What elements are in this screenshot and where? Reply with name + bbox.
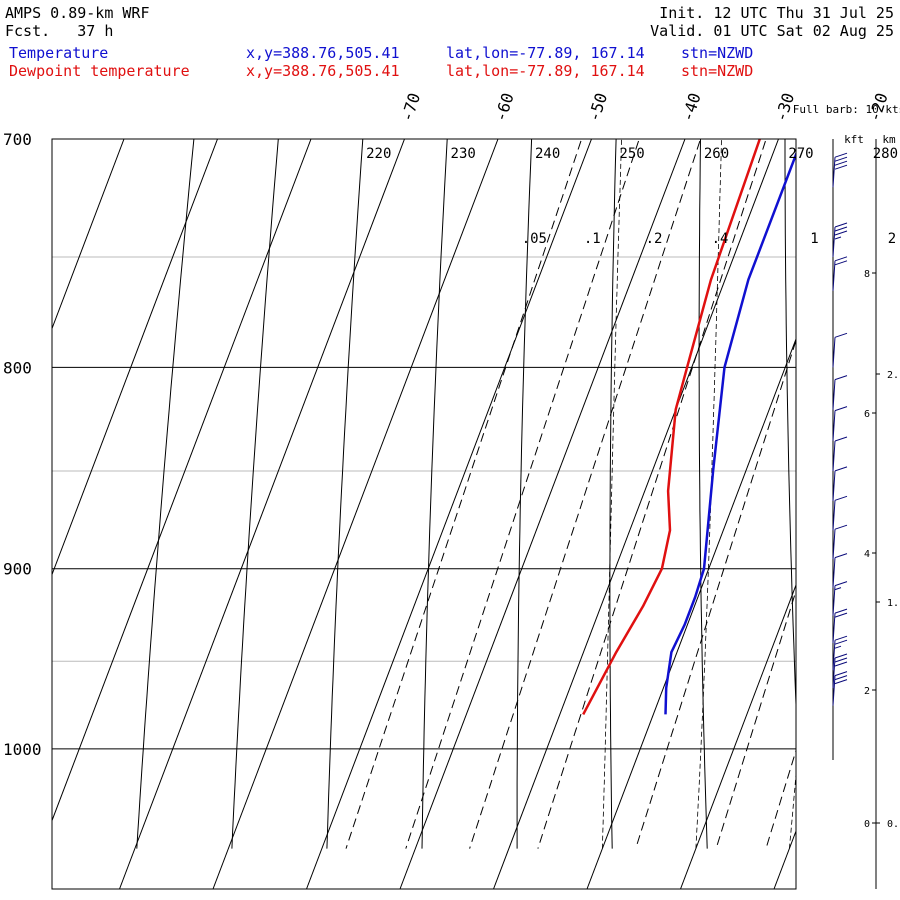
legend-temperature-stn: stn=NZWD — [681, 44, 754, 62]
wind-barb — [832, 222, 848, 258]
mixing-ratio-label: .05 — [522, 231, 547, 247]
kft-tick-label: 4 — [864, 549, 870, 560]
wind-barb — [832, 608, 848, 644]
wind-barb — [832, 256, 848, 291]
plot-frame — [51, 138, 797, 890]
wind-barb — [832, 152, 848, 188]
mixing-ratio-line — [856, 114, 900, 848]
wind-barb — [832, 653, 848, 689]
isotherm — [773, 829, 796, 889]
legend-dewpoint-latlon: lat,lon=-77.89, 167.14 — [446, 62, 645, 80]
isotherm — [52, 139, 218, 576]
km-tick-label: 0. — [887, 819, 899, 830]
km-axis-label: km — [882, 133, 896, 146]
init-time: Init. 12 UTC Thu 31 Jul 25 — [659, 4, 894, 22]
isotherm — [680, 583, 796, 889]
dry-adiabat — [698, 139, 708, 849]
chart-title: AMPS 0.89-km WRF — [5, 4, 150, 22]
wind-barb — [832, 553, 848, 588]
dry-adiabat-label: 260 — [704, 146, 729, 162]
pressure-tick-label: 1000 — [3, 740, 42, 759]
mixing-ratio-line — [405, 139, 640, 849]
dry-adiabat-label: 240 — [535, 146, 560, 162]
mixing-ratio-label: .4 — [712, 231, 729, 247]
isotherm — [212, 139, 499, 889]
dewpoint-trace — [582, 139, 761, 715]
mixing-ratio-line — [345, 139, 583, 849]
isotherm — [493, 139, 779, 889]
pressure-tick-label: 800 — [3, 358, 32, 377]
dry-adiabat-label: 270 — [788, 146, 813, 162]
dry-adiabat — [421, 139, 448, 849]
dry-adiabat-label: 250 — [619, 146, 644, 162]
dry-adiabat — [784, 139, 796, 717]
forecast-hour: Fcst. 37 h — [5, 22, 113, 40]
isotherm — [586, 337, 796, 889]
isotherm — [52, 139, 312, 822]
legend-dewpoint-stn: stn=NZWD — [681, 62, 754, 80]
isotherm-label: -70 — [397, 91, 424, 124]
legend-dewpoint-name: Dewpoint temperature — [9, 62, 190, 80]
moist-adiabat — [602, 139, 623, 849]
isotherm — [399, 139, 686, 889]
wind-barb — [832, 406, 848, 441]
wind-barb — [832, 436, 848, 472]
isotherm — [306, 139, 592, 889]
dry-adiabat — [231, 139, 279, 849]
legend-temperature-latlon: lat,lon=-77.89, 167.14 — [446, 44, 645, 62]
mixing-ratio-label: .1 — [584, 231, 601, 247]
wind-barb — [832, 524, 848, 560]
wind-barb — [832, 671, 848, 706]
mixing-ratio-line — [537, 139, 767, 849]
mixing-ratio-line — [469, 139, 702, 849]
isotherm-label: -60 — [491, 91, 518, 124]
legend-dewpoint-xy: x,y=388.76,505.41 — [246, 62, 400, 80]
pressure-tick-label: 900 — [3, 560, 32, 579]
wind-barb — [832, 635, 848, 671]
wind-barb — [832, 375, 848, 410]
kft-tick-label: 8 — [864, 269, 870, 280]
wind-barb — [832, 495, 848, 531]
km-tick-label: 1. — [887, 598, 899, 609]
isotherm — [119, 139, 405, 889]
isotherm-label: -40 — [678, 91, 705, 124]
dry-adiabat-label: 280 — [873, 146, 898, 162]
forecast-label: Fcst. — [5, 22, 51, 40]
wind-panel-title: Full barb: 10 kts — [793, 103, 900, 116]
temperature-trace — [664, 151, 796, 715]
mixing-ratio-line — [803, 114, 900, 848]
mixing-ratio-label: .2 — [646, 231, 663, 247]
dry-adiabat-label: 220 — [366, 146, 391, 162]
isotherm-label: -50 — [584, 91, 611, 124]
mixing-ratio-line — [635, 338, 796, 849]
wind-barb — [832, 332, 848, 368]
mixing-ratio-label: 2 — [888, 231, 896, 247]
wind-barb — [832, 581, 848, 616]
kft-axis-label: kft — [844, 133, 864, 146]
dry-adiabat — [609, 139, 617, 849]
dry-adiabat — [869, 114, 897, 848]
kft-tick-label: 6 — [864, 409, 870, 420]
wind-barb — [832, 466, 848, 501]
kft-tick-label: 2 — [864, 686, 870, 697]
moist-adiabat — [883, 114, 900, 848]
dry-adiabat — [326, 139, 364, 849]
dry-adiabat — [516, 139, 533, 849]
kft-tick-label: 0 — [864, 819, 870, 830]
km-tick-label: 2. — [887, 370, 899, 381]
dry-adiabat — [136, 139, 195, 849]
pressure-tick-label: 700 — [3, 130, 32, 149]
mixing-ratio-line — [715, 589, 796, 849]
dry-adiabat-label: 230 — [451, 146, 476, 162]
valid-time: Valid. 01 UTC Sat 02 Aug 25 — [650, 22, 894, 40]
forecast-value: 37 h — [77, 22, 114, 40]
isotherm — [52, 139, 125, 330]
mixing-ratio-label: 1 — [810, 231, 818, 247]
legend-temperature-xy: x,y=388.76,505.41 — [246, 44, 400, 62]
isotherm — [868, 139, 900, 889]
legend-temperature-name: Temperature — [9, 44, 109, 62]
